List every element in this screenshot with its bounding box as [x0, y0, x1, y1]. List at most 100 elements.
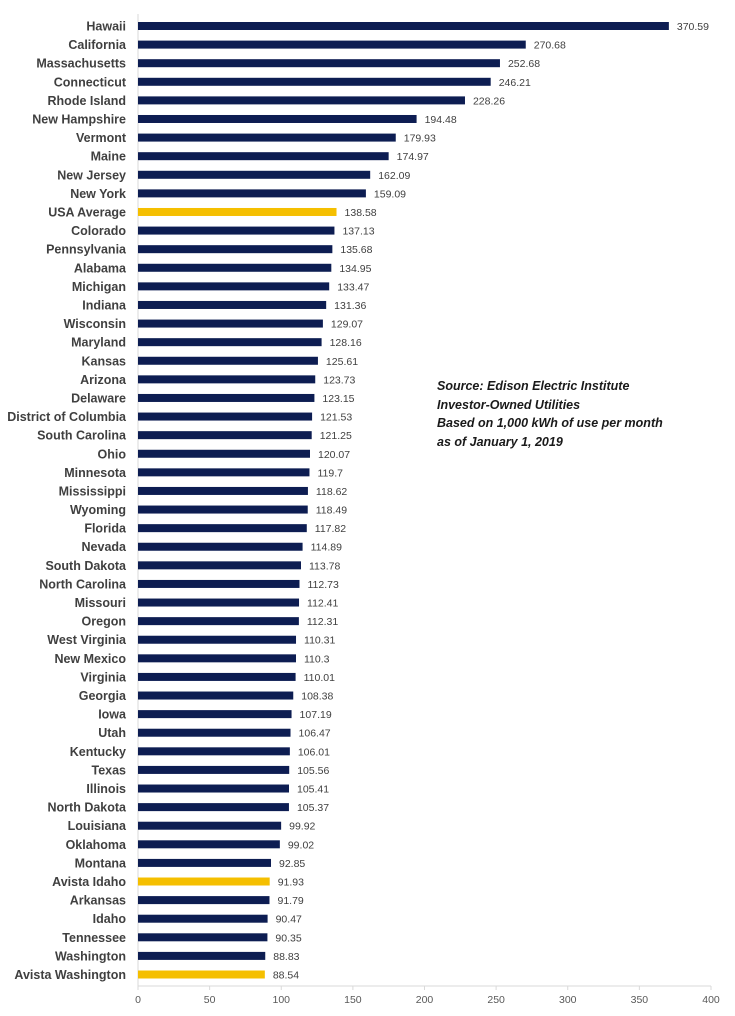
category-label: Illinois: [86, 782, 126, 796]
bar: [138, 654, 297, 663]
bar: [138, 22, 669, 30]
bar: [138, 579, 300, 588]
bar: [138, 747, 290, 756]
annotation-line-utilities: Investor-Owned Utilities: [437, 397, 581, 412]
value-label: 128.16: [330, 337, 362, 349]
value-label: 370.59: [677, 21, 709, 33]
category-label: New Mexico: [54, 652, 126, 666]
category-label: Tennessee: [62, 931, 126, 945]
category-label: Kansas: [82, 354, 127, 368]
category-label: California: [68, 38, 127, 52]
bar: [138, 300, 327, 309]
value-label: 114.89: [311, 542, 342, 554]
bar: [138, 933, 268, 942]
x-tick-label: 300: [559, 994, 577, 1006]
category-label: North Dakota: [48, 801, 128, 815]
value-label: 88.83: [273, 951, 299, 963]
category-label: Wisconsin: [64, 317, 126, 331]
bar: [138, 914, 268, 923]
category-label: Connecticut: [54, 75, 127, 89]
value-label: 134.95: [339, 263, 371, 275]
value-label: 138.58: [345, 207, 377, 219]
value-label: 120.07: [318, 449, 350, 461]
bar: [138, 598, 300, 607]
category-label: Delaware: [71, 391, 126, 405]
category-label: South Carolina: [37, 429, 127, 443]
value-label: 113.78: [309, 560, 340, 572]
category-label: Mississippi: [59, 484, 126, 498]
category-label: Arizona: [80, 373, 127, 387]
category-label: Kentucky: [70, 745, 126, 759]
bar: [138, 617, 299, 626]
bar: [138, 77, 491, 86]
category-label: Avista Washington: [14, 968, 126, 982]
value-label: 90.47: [276, 914, 302, 926]
x-tick-label: 50: [204, 994, 216, 1006]
bar: [138, 784, 289, 793]
bar: [138, 412, 313, 421]
value-label: 137.13: [342, 226, 374, 238]
bar: [138, 431, 312, 440]
category-label: Virginia: [80, 670, 127, 684]
bar: [138, 524, 307, 533]
value-label: 125.61: [326, 356, 358, 368]
value-label: 112.31: [307, 616, 338, 628]
bar: [138, 803, 289, 812]
category-label: Idaho: [93, 912, 127, 926]
category-label: Missouri: [75, 596, 126, 610]
value-label: 92.85: [279, 858, 305, 870]
category-label: West Virginia: [47, 633, 127, 647]
value-label: 119.7: [317, 467, 343, 479]
category-label: South Dakota: [45, 559, 127, 573]
bar: [138, 226, 335, 235]
category-label: Maine: [91, 150, 126, 164]
x-tick-label: 400: [702, 994, 720, 1006]
bar: [138, 152, 389, 161]
bar: [138, 40, 526, 49]
category-label: Indiana: [82, 298, 127, 312]
category-label: Hawaii: [86, 20, 126, 34]
value-label: 270.68: [534, 40, 566, 52]
annotation-line-usage: Based on 1,000 kWh of use per month: [437, 416, 663, 430]
value-label: 135.68: [340, 244, 372, 256]
value-label: 246.21: [499, 77, 531, 89]
x-tick-label: 100: [272, 994, 290, 1006]
bar: [138, 449, 311, 458]
bar: [138, 393, 315, 402]
category-label: Pennsylvania: [46, 243, 127, 257]
value-label: 162.09: [378, 170, 410, 182]
category-label: New York: [70, 187, 126, 201]
category-label: New Jersey: [57, 168, 126, 182]
value-label: 121.53: [320, 412, 352, 424]
value-label: 118.49: [316, 505, 347, 517]
x-tick-label: 250: [487, 994, 505, 1006]
value-label: 194.48: [425, 114, 457, 126]
bar: [138, 96, 465, 105]
category-label: Ohio: [98, 447, 127, 461]
category-label: Massachusetts: [36, 57, 126, 71]
value-label: 123.73: [323, 374, 355, 386]
bar: [138, 672, 296, 681]
bar: [138, 896, 270, 905]
bar: [138, 263, 332, 272]
bar: [138, 356, 318, 365]
x-tick-label: 200: [416, 994, 434, 1006]
bar: [138, 375, 316, 384]
bar: [138, 245, 333, 254]
value-label: 90.35: [275, 932, 301, 944]
category-label: Maryland: [71, 336, 126, 350]
value-label: 105.37: [297, 802, 329, 814]
value-label: 106.01: [298, 746, 330, 758]
bar: [138, 821, 282, 830]
bar: [138, 951, 266, 960]
value-label: 105.41: [297, 784, 329, 796]
value-label: 174.97: [397, 151, 429, 163]
bar: [138, 338, 322, 347]
category-label: Minnesota: [64, 466, 127, 480]
value-label: 91.93: [278, 877, 304, 889]
category-label: Washington: [55, 949, 126, 963]
value-label: 108.38: [301, 691, 333, 703]
bar: [138, 282, 330, 291]
bar: [138, 468, 310, 477]
